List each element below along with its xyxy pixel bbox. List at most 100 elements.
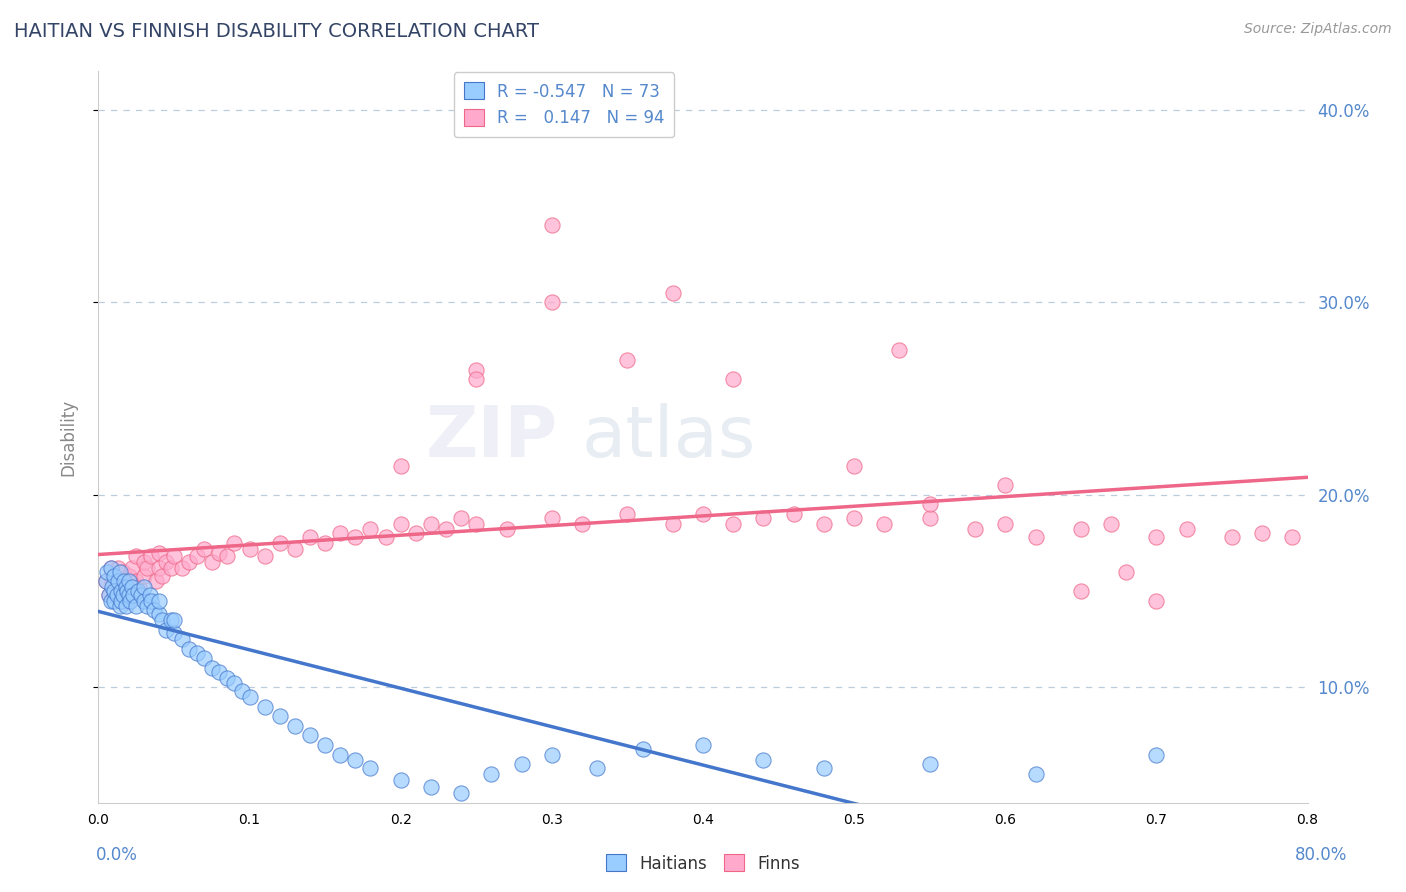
Point (208, 665, 231, 679)
Text: 0.0%: 0.0% (96, 846, 138, 863)
Point (269, 536, 291, 550)
Point (108, 565, 131, 579)
Text: HAITIAN VS FINNISH DISABILITY CORRELATION CHART: HAITIAN VS FINNISH DISABILITY CORRELATIO… (14, 22, 538, 41)
Point (1099, 516, 1122, 531)
Point (148, 545, 170, 559)
Point (132, 555, 155, 569)
Point (224, 536, 246, 550)
Point (540, 295, 562, 310)
Point (344, 754, 367, 768)
Point (107, 561, 129, 575)
Point (844, 511, 866, 525)
Point (112, 574, 135, 589)
Point (586, 761, 609, 775)
Point (118, 588, 141, 602)
Point (723, 516, 745, 531)
Point (121, 561, 143, 575)
Point (692, 738, 714, 752)
Point (127, 584, 149, 599)
Point (110, 584, 132, 599)
Point (616, 353, 638, 368)
Point (155, 555, 177, 569)
Y-axis label: Disability: Disability (59, 399, 77, 475)
Point (1144, 593, 1167, 607)
Point (108, 599, 131, 614)
Point (201, 661, 224, 675)
Point (405, 526, 427, 541)
Point (314, 536, 336, 550)
Point (101, 574, 124, 589)
Point (783, 507, 806, 521)
Point (374, 530, 396, 544)
Point (160, 613, 183, 627)
Point (1024, 767, 1046, 781)
Point (631, 742, 654, 756)
Point (1251, 526, 1274, 541)
Point (813, 761, 835, 775)
Point (143, 603, 166, 617)
Point (540, 219, 562, 233)
Point (179, 641, 201, 656)
Point (111, 565, 134, 579)
Point (170, 632, 193, 647)
Point (918, 511, 941, 525)
Point (179, 555, 201, 569)
Point (510, 757, 533, 772)
Point (160, 561, 183, 575)
Legend: Haitians, Finns: Haitians, Finns (599, 847, 807, 880)
Text: Source: ZipAtlas.com: Source: ZipAtlas.com (1244, 22, 1392, 37)
Point (965, 523, 987, 537)
Point (115, 584, 138, 599)
Point (201, 555, 224, 569)
Point (148, 607, 170, 622)
Point (215, 549, 238, 564)
Point (284, 541, 307, 556)
Point (163, 613, 186, 627)
Point (571, 516, 593, 531)
Point (96, 565, 118, 579)
Legend: R = -0.547   N = 73, R =   0.147   N = 94: R = -0.547 N = 73, R = 0.147 N = 94 (454, 72, 675, 137)
Point (98, 588, 121, 602)
Point (135, 561, 157, 575)
Point (100, 593, 122, 607)
Point (389, 772, 412, 787)
Point (420, 780, 443, 795)
Point (450, 511, 472, 525)
Point (994, 478, 1017, 492)
Point (118, 574, 141, 589)
Point (118, 593, 141, 607)
Point (813, 516, 835, 531)
Point (125, 599, 148, 614)
Point (1070, 584, 1092, 599)
Point (125, 549, 148, 564)
Point (465, 516, 488, 531)
Point (239, 541, 262, 556)
Point (114, 599, 136, 614)
Point (1115, 565, 1137, 579)
Point (132, 593, 155, 607)
Point (100, 561, 122, 575)
Point (231, 684, 253, 698)
Point (139, 588, 162, 602)
Point (112, 588, 135, 602)
Point (103, 584, 125, 599)
Point (103, 568, 125, 582)
Point (100, 561, 122, 575)
Point (873, 516, 896, 531)
Point (253, 549, 276, 564)
Point (299, 530, 322, 544)
Point (215, 671, 238, 685)
Point (1220, 530, 1243, 544)
Point (141, 549, 163, 564)
Point (495, 523, 517, 537)
Point (150, 613, 173, 627)
Point (118, 568, 141, 582)
Point (434, 523, 457, 537)
Point (105, 588, 128, 602)
Point (253, 699, 276, 714)
Point (889, 343, 911, 358)
Point (344, 530, 367, 544)
Point (844, 458, 866, 473)
Point (193, 651, 215, 665)
Point (107, 574, 129, 589)
